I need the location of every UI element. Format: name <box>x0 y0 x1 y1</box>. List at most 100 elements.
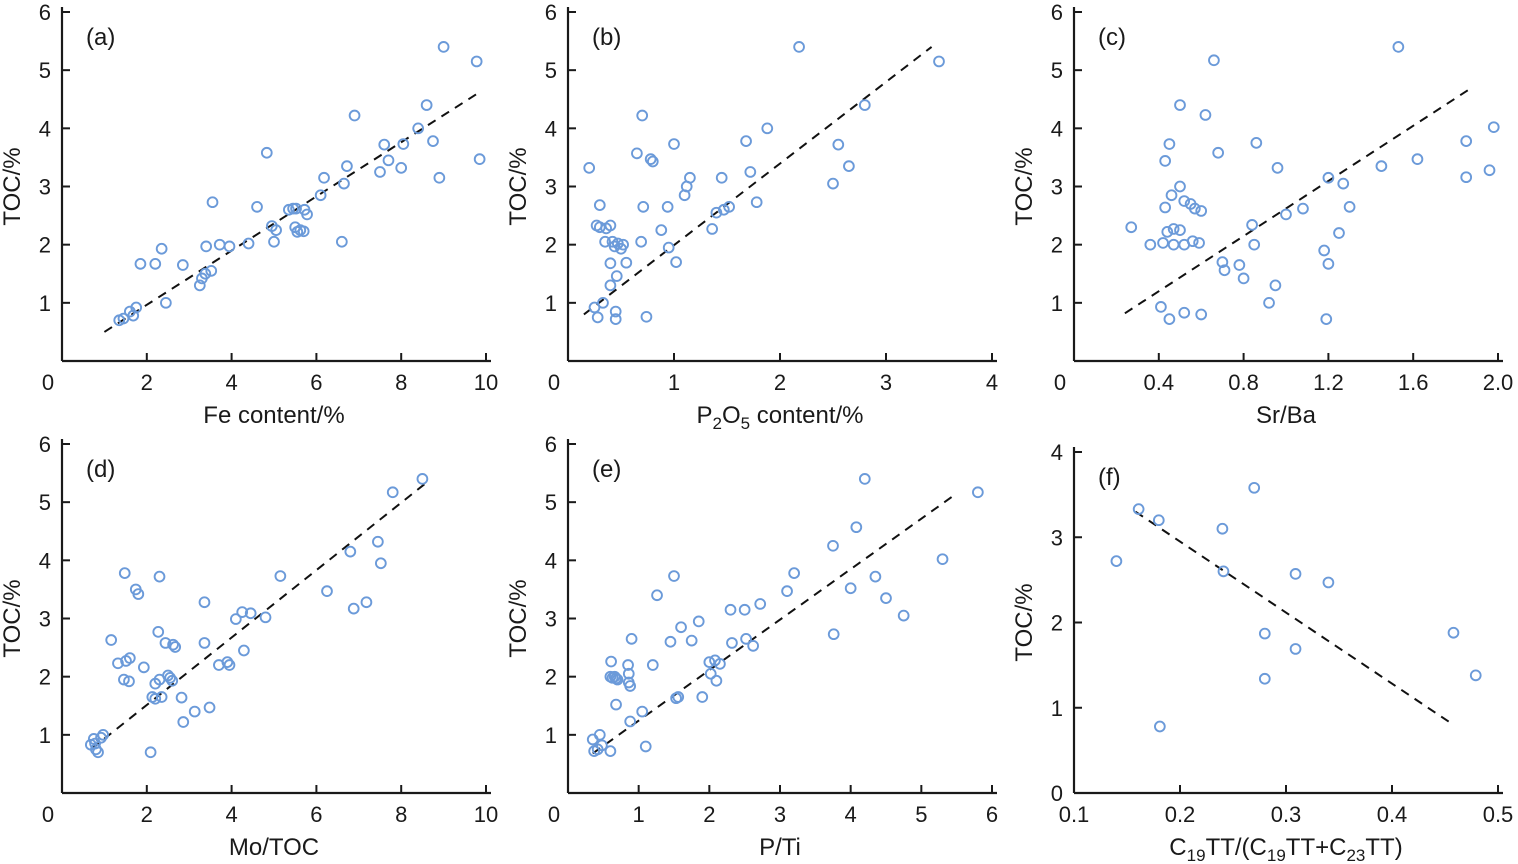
data-point <box>123 675 135 688</box>
data-point <box>1212 146 1225 159</box>
data-point <box>1178 306 1191 319</box>
y-tick-label: 5 <box>1051 58 1063 83</box>
data-point <box>344 545 357 558</box>
data-point <box>134 258 147 270</box>
y-tick-label: 1 <box>1051 291 1063 316</box>
data-point <box>617 238 629 251</box>
data-point <box>1161 226 1174 238</box>
data-point <box>236 606 249 618</box>
panel-label: (a) <box>86 24 115 51</box>
data-point <box>87 733 100 745</box>
data-point <box>397 138 410 150</box>
data-point <box>1392 41 1405 53</box>
data-point <box>661 201 674 213</box>
data-point <box>200 240 213 253</box>
y-tick-label: 3 <box>1051 525 1063 550</box>
x-tick-label: 0.8 <box>1228 370 1259 395</box>
data-point <box>1218 264 1231 277</box>
y-tick-label: 4 <box>1051 440 1063 465</box>
trend-line <box>583 46 933 316</box>
data-point <box>1375 160 1388 172</box>
data-point <box>610 672 622 685</box>
data-point <box>251 201 263 213</box>
data-point <box>1447 626 1460 639</box>
data-point <box>301 208 313 221</box>
y-tick-label: 6 <box>545 0 557 25</box>
data-point <box>706 223 719 235</box>
data-point <box>608 670 621 683</box>
data-point <box>1271 162 1284 174</box>
data-point <box>843 160 855 172</box>
data-point <box>604 219 617 232</box>
x-tick-label: 8 <box>395 370 407 395</box>
data-point <box>588 301 601 314</box>
data-point <box>205 264 218 277</box>
x-tick-label: 0 <box>1054 370 1066 395</box>
x-tick-label: 4 <box>845 802 857 827</box>
y-tick-label: 3 <box>1051 175 1063 200</box>
data-point <box>159 637 172 649</box>
data-point <box>1159 201 1172 214</box>
y-tick-label: 1 <box>39 291 51 316</box>
data-point <box>744 166 757 178</box>
data-point <box>738 603 751 616</box>
y-tick-label: 6 <box>1051 0 1063 25</box>
data-point <box>591 311 604 324</box>
data-point <box>610 270 623 282</box>
data-point <box>153 570 166 583</box>
data-point <box>473 153 486 166</box>
data-point <box>1460 135 1473 147</box>
data-point <box>1246 219 1258 231</box>
data-point <box>639 740 652 753</box>
data-point <box>724 603 737 616</box>
x-axis-title: P2O5 content/% <box>696 402 863 432</box>
data-point <box>1237 272 1250 285</box>
scatter-plot-e: 0 1 2 3 4 5 6 1 2 3 4 5 6 (e) P/Ti TOC/% <box>506 432 998 861</box>
x-tick-label: 4 <box>225 370 237 395</box>
data-point <box>338 177 350 190</box>
x-tick-label: 1 <box>668 370 680 395</box>
data-point <box>1154 720 1166 733</box>
data-point <box>386 486 399 499</box>
x-tick-label: 4 <box>225 802 237 827</box>
data-point <box>670 256 682 268</box>
x-axis-title: P/Ti <box>759 834 801 861</box>
y-tick-label: 6 <box>39 0 51 25</box>
y-tick-label: 0 <box>1051 781 1063 806</box>
y-tick-label: 2 <box>1051 611 1063 636</box>
data-point <box>198 637 211 649</box>
data-point <box>437 41 450 53</box>
data-point <box>1144 238 1157 251</box>
data-point <box>624 680 637 692</box>
data-point <box>793 41 805 53</box>
x-tick-label: 1.2 <box>1313 370 1344 395</box>
data-point <box>1216 256 1229 268</box>
data-point <box>1208 54 1220 67</box>
data-point <box>213 238 226 251</box>
data-point <box>193 279 206 292</box>
data-point <box>1174 224 1186 236</box>
data-point <box>640 310 653 323</box>
data-point <box>268 235 280 248</box>
x-tick-label: 0 <box>548 802 560 827</box>
data-point <box>290 202 302 215</box>
data-point <box>1167 238 1180 251</box>
panel-label: (b) <box>592 24 621 51</box>
data-point <box>105 634 118 646</box>
panel-label: (c) <box>1098 24 1126 51</box>
x-tick-label: 0 <box>42 370 54 395</box>
data-point <box>1157 237 1169 249</box>
data-point <box>703 656 716 668</box>
data-point <box>270 224 282 236</box>
data-point <box>314 189 327 202</box>
data-point <box>1487 121 1500 134</box>
data-point <box>427 135 439 147</box>
data-point <box>672 691 685 703</box>
x-tick-label: 1.6 <box>1398 370 1429 395</box>
data-point <box>1152 514 1165 527</box>
data-point <box>1460 171 1473 184</box>
data-point <box>880 592 892 604</box>
data-point <box>1216 522 1229 535</box>
data-point <box>221 656 234 668</box>
data-point <box>175 691 188 704</box>
